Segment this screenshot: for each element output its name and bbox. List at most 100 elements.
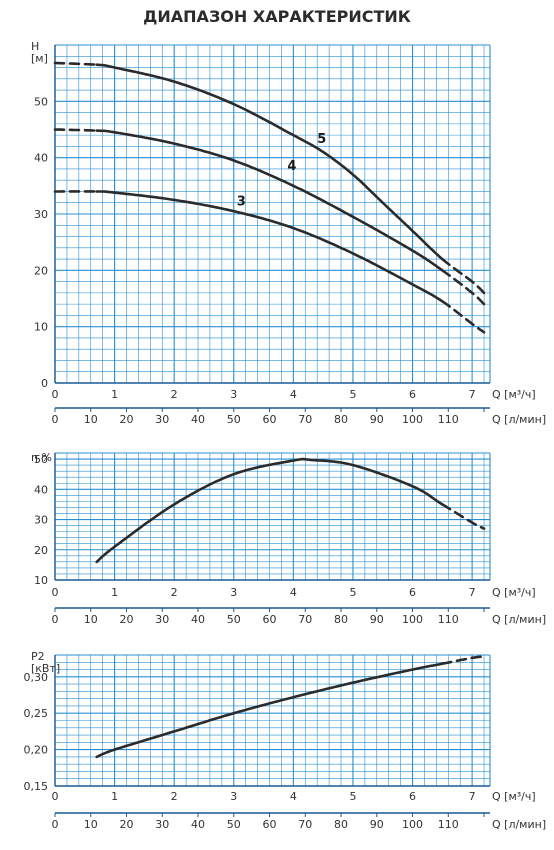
y-tick-label: 20 xyxy=(34,264,48,277)
curve-segment-dashed xyxy=(53,61,98,66)
y-tick-label: 20 xyxy=(34,544,48,557)
x-tick-label-lmin: 90 xyxy=(370,818,384,831)
curve-label: 3 xyxy=(237,195,246,210)
x-tick-label-lmin: 0 xyxy=(52,818,59,831)
x-tick-label-lmin: 10 xyxy=(84,413,98,426)
x-tick-label-lmin: 20 xyxy=(120,413,134,426)
curve-label: 5 xyxy=(317,132,326,147)
y-tick-label: 0,20 xyxy=(24,744,49,757)
y-tick-label: 40 xyxy=(34,483,48,496)
x-tick-label-lmin: 20 xyxy=(120,613,134,626)
curve-segment-dashed xyxy=(441,503,486,530)
curve-segment xyxy=(95,190,444,303)
x-tick-label-lmin: 110 xyxy=(438,413,459,426)
y-tick-label: 0,15 xyxy=(24,780,49,793)
x-tick-label-m3h: 6 xyxy=(409,388,416,401)
y-axis-label: η % xyxy=(31,451,52,464)
x-tick-label-lmin: 60 xyxy=(263,413,277,426)
x-tick-label-m3h: 2 xyxy=(171,586,178,599)
y-tick-label: 0 xyxy=(41,377,48,390)
chart-title: ДИАПАЗОН ХАРАКТЕРИСТИК xyxy=(143,7,411,26)
x-tick-label-lmin: 40 xyxy=(191,613,205,626)
curve-segment xyxy=(95,129,444,272)
y-tick-label: 30 xyxy=(34,208,48,221)
curve-label: 4 xyxy=(287,159,296,174)
x-tick-label-lmin: 100 xyxy=(402,413,423,426)
x-tick-label-lmin: 90 xyxy=(370,413,384,426)
y-tick-label: 10 xyxy=(34,321,48,334)
x-tick-label-lmin: 100 xyxy=(402,613,423,626)
axes-layer xyxy=(54,45,490,817)
x-tick-label-m3h: 6 xyxy=(409,790,416,803)
x-tick-label-lmin: 70 xyxy=(298,613,312,626)
x-tick-label-m3h: 1 xyxy=(111,388,118,401)
y-axis-label: [м] xyxy=(31,52,48,65)
x-tick-label-lmin: 70 xyxy=(298,413,312,426)
curve-segment xyxy=(95,457,444,564)
x-tick-label-m3h: 5 xyxy=(349,586,356,599)
curve-segment xyxy=(95,662,444,759)
y-tick-label: 0,25 xyxy=(24,707,49,720)
x-tick-label-m3h: 4 xyxy=(290,586,297,599)
curves-layer xyxy=(53,61,486,759)
y-tick-label: 50 xyxy=(34,453,48,466)
y-axis-label: P2 xyxy=(31,650,45,663)
x-axis-label-m3h: Q [м³/ч] xyxy=(492,790,536,803)
x-tick-label-m3h: 3 xyxy=(230,790,237,803)
x-tick-label-lmin: 70 xyxy=(298,818,312,831)
x-tick-label-m3h: 0 xyxy=(52,388,59,401)
x-axis-label-lmin: Q [л/мин] xyxy=(492,613,546,626)
x-tick-label-m3h: 5 xyxy=(349,790,356,803)
x-tick-label-m3h: 3 xyxy=(230,388,237,401)
x-tick-label-lmin: 90 xyxy=(370,613,384,626)
x-tick-label-lmin: 0 xyxy=(52,613,59,626)
x-tick-label-lmin: 110 xyxy=(438,818,459,831)
x-tick-label-lmin: 40 xyxy=(191,413,205,426)
x-tick-label-lmin: 20 xyxy=(120,818,134,831)
x-tick-label-lmin: 100 xyxy=(402,818,423,831)
y-tick-label: 0,30 xyxy=(24,671,49,684)
x-tick-label-m3h: 7 xyxy=(469,586,476,599)
x-tick-label-lmin: 60 xyxy=(263,613,277,626)
x-tick-label-m3h: 0 xyxy=(52,790,59,803)
x-tick-label-lmin: 80 xyxy=(334,613,348,626)
curve-segment-dashed xyxy=(441,300,486,334)
y-axis-label: [кВт] xyxy=(31,662,60,675)
x-tick-label-lmin: 110 xyxy=(438,613,459,626)
x-tick-label-m3h: 5 xyxy=(349,388,356,401)
x-tick-label-lmin: 10 xyxy=(84,613,98,626)
x-tick-label-lmin: 10 xyxy=(84,818,98,831)
x-tick-label-m3h: 1 xyxy=(111,586,118,599)
x-tick-label-lmin: 80 xyxy=(334,818,348,831)
x-tick-label-m3h: 7 xyxy=(469,790,476,803)
x-tick-label-lmin: 0 xyxy=(52,413,59,426)
x-tick-label-lmin: 60 xyxy=(263,818,277,831)
curve-segment-dashed xyxy=(441,269,486,306)
x-tick-label-m3h: 1 xyxy=(111,790,118,803)
curve-segment-dashed xyxy=(441,257,486,295)
y-axis-label: H xyxy=(31,40,39,53)
x-axis-label-lmin: Q [л/мин] xyxy=(492,413,546,426)
curve-segment-dashed xyxy=(53,128,98,132)
y-tick-label: 10 xyxy=(34,574,48,587)
x-tick-label-m3h: 2 xyxy=(171,790,178,803)
x-tick-label-lmin: 30 xyxy=(155,818,169,831)
curve-segment xyxy=(95,63,444,261)
curve-segment-dashed xyxy=(441,655,486,665)
x-tick-label-lmin: 50 xyxy=(227,818,241,831)
x-tick-label-m3h: 2 xyxy=(171,388,178,401)
x-tick-label-lmin: 50 xyxy=(227,413,241,426)
x-tick-label-lmin: 30 xyxy=(155,613,169,626)
y-tick-label: 50 xyxy=(34,95,48,108)
x-tick-label-lmin: 50 xyxy=(227,613,241,626)
x-tick-label-lmin: 30 xyxy=(155,413,169,426)
y-tick-label: 30 xyxy=(34,514,48,527)
x-tick-label-m3h: 3 xyxy=(230,586,237,599)
x-tick-label-m3h: 4 xyxy=(290,790,297,803)
x-axis-label-m3h: Q [м³/ч] xyxy=(492,586,536,599)
x-tick-label-m3h: 7 xyxy=(469,388,476,401)
x-axis-label-m3h: Q [м³/ч] xyxy=(492,388,536,401)
x-tick-label-lmin: 80 xyxy=(334,413,348,426)
